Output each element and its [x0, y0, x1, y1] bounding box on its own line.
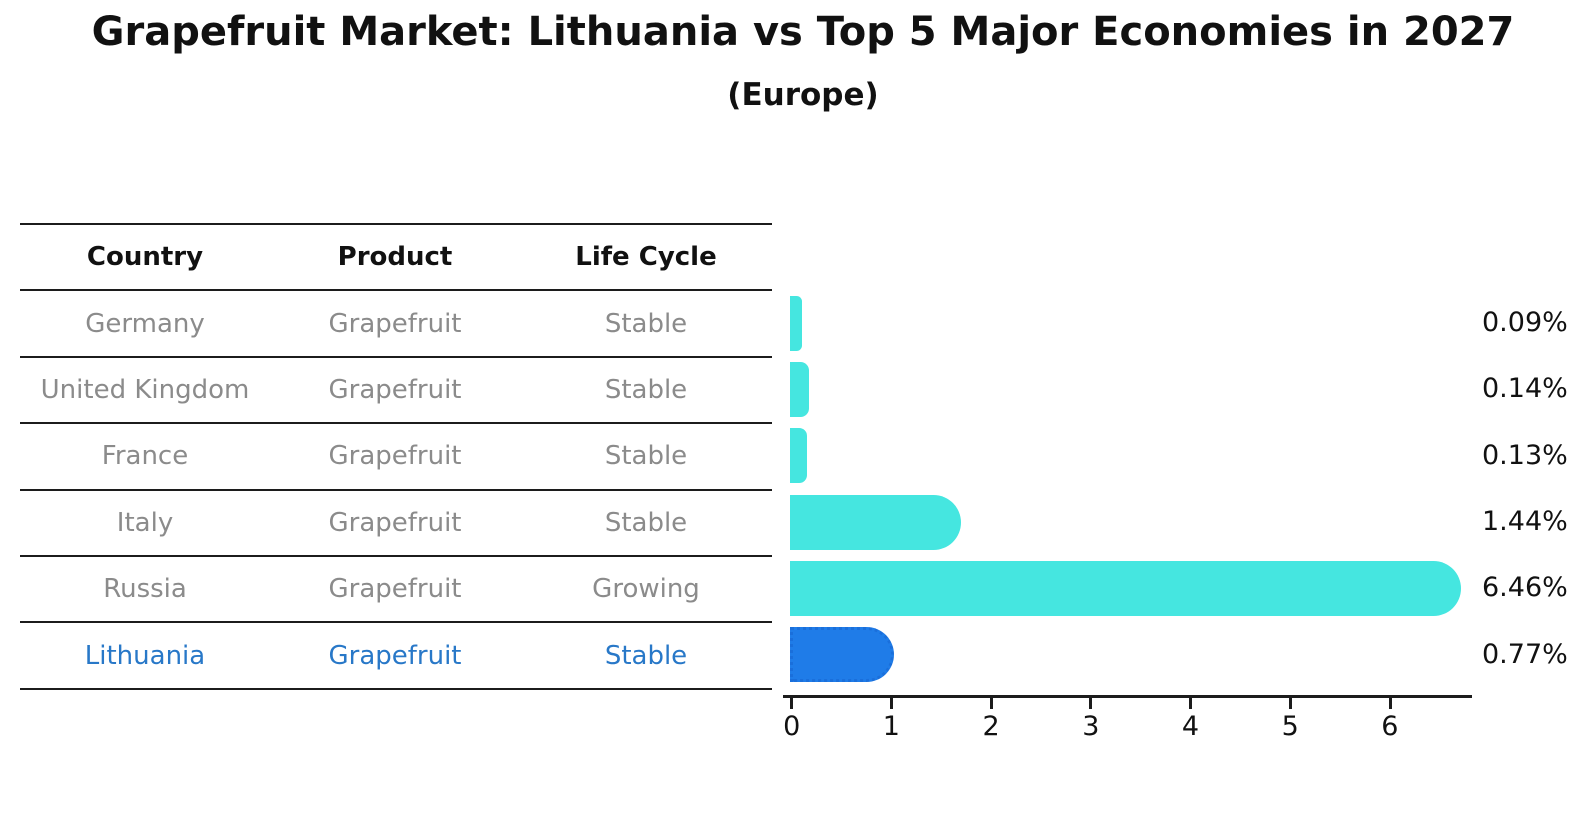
x-axis-tick-label: 3	[1082, 711, 1100, 742]
cell-product: Grapefruit	[328, 441, 462, 472]
bar-russia	[790, 560, 1462, 616]
cell-life-cycle: Stable	[604, 308, 688, 339]
value-label-germany: 0.09%	[1482, 307, 1568, 338]
x-axis-tick	[1288, 695, 1292, 709]
x-axis-tick-label: 1	[882, 711, 900, 742]
table-row-lithuania: Lithuania Grapefruit Stable	[20, 621, 772, 687]
table-row-united-kingdom: United Kingdom Grapefruit Stable	[20, 355, 772, 422]
cell-product: Grapefruit	[328, 308, 462, 339]
x-axis-tick	[1089, 695, 1093, 709]
cell-country: Lithuania	[84, 640, 206, 671]
cell-country: France	[101, 441, 189, 472]
cell-product: Grapefruit	[328, 640, 462, 671]
cell-product: Grapefruit	[328, 507, 462, 538]
value-label-italy: 1.44%	[1482, 506, 1568, 538]
x-axis-tick	[989, 695, 993, 709]
bar-italy	[790, 494, 961, 550]
cell-life-cycle: Stable	[604, 374, 688, 405]
value-label-russia: 6.46%	[1482, 572, 1568, 604]
cell-life-cycle: Stable	[604, 640, 688, 671]
cell-life-cycle: Growing	[592, 574, 700, 605]
country-table: Country Product Life Cycle Germany Grape…	[20, 223, 772, 690]
column-header-country: Country	[86, 242, 204, 273]
value-label-france: 0.13%	[1482, 439, 1568, 471]
cell-life-cycle: Stable	[604, 507, 688, 538]
x-axis-tick	[1189, 695, 1193, 709]
x-axis-tick-label: 2	[982, 711, 1000, 742]
table-row-russia: Russia Grapefruit Growing	[20, 554, 772, 621]
value-label-united-kingdom: 0.14%	[1482, 373, 1568, 405]
column-header-product: Product	[337, 242, 453, 273]
bar-united-kingdom	[790, 361, 809, 417]
cell-country: Russia	[103, 574, 187, 605]
bar-lithuania-highlighted	[790, 627, 894, 683]
column-header-life-cycle: Life Cycle	[575, 242, 717, 273]
table-row-france: France Grapefruit Stable	[20, 422, 772, 488]
x-axis-tick	[790, 695, 794, 709]
x-axis-tick-label: 6	[1381, 711, 1399, 742]
x-axis-tick	[890, 695, 893, 709]
x-axis-tick	[1388, 695, 1392, 709]
cell-country: Italy	[116, 507, 174, 538]
chart-subtitle: (Europe)	[727, 77, 879, 113]
value-label-lithuania: 0.77%	[1482, 638, 1568, 670]
table-row-germany: Germany Grapefruit Stable	[20, 289, 772, 355]
cell-product: Grapefruit	[328, 574, 462, 605]
table-row-italy: Italy Grapefruit Stable	[20, 488, 772, 555]
x-axis-tick-label: 5	[1281, 711, 1299, 742]
bar-germany	[790, 295, 803, 351]
cell-life-cycle: Stable	[604, 441, 688, 472]
cell-country: United Kingdom	[40, 374, 250, 405]
x-axis-tick-label: 4	[1181, 711, 1200, 742]
table-header-row: Country Product Life Cycle	[20, 223, 772, 289]
cell-country: Germany	[85, 308, 205, 339]
x-axis-tick-label: 0	[783, 711, 801, 742]
chart-title: Grapefruit Market: Lithuania vs Top 5 Ma…	[91, 9, 1515, 55]
x-axis-line	[783, 695, 1472, 698]
cell-product: Grapefruit	[328, 374, 462, 405]
bar-france	[790, 428, 808, 484]
